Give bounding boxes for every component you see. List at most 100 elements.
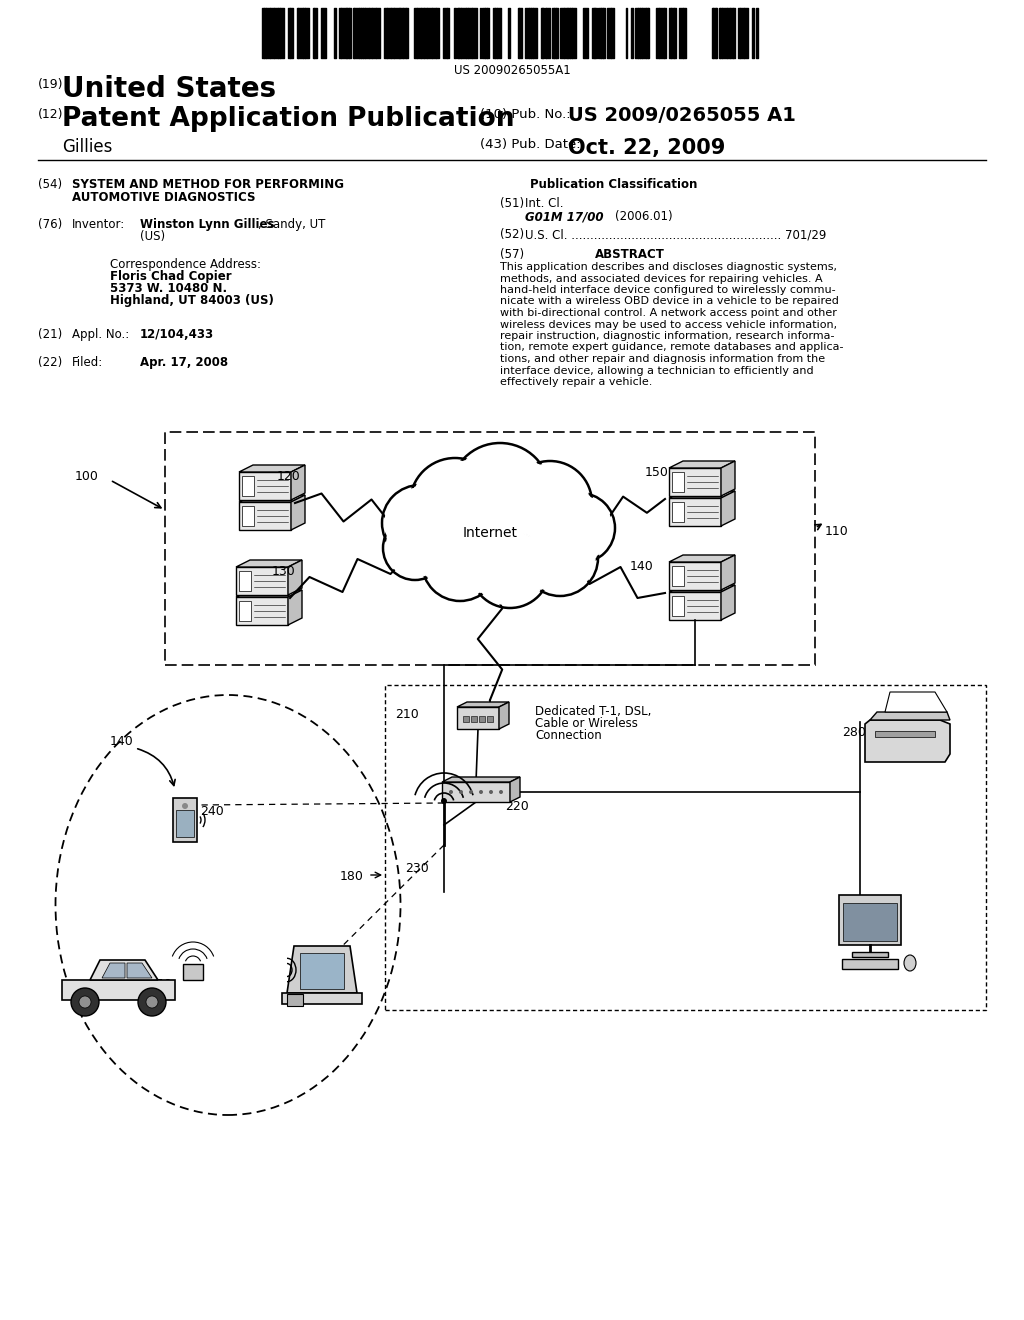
Bar [242,477,254,496]
Text: US 20090265055A1: US 20090265055A1 [454,63,570,77]
Circle shape [138,987,166,1016]
Polygon shape [236,590,302,597]
Text: (21): (21) [38,327,62,341]
Bar [173,799,197,842]
Polygon shape [669,498,721,525]
Bar [839,895,901,945]
Polygon shape [669,562,721,590]
Polygon shape [236,597,288,624]
Polygon shape [127,964,152,978]
Circle shape [410,458,500,548]
Polygon shape [721,554,735,590]
Circle shape [382,484,458,561]
Text: Internet: Internet [463,525,517,540]
Text: tion, remote expert guidance, remote databases and applica-: tion, remote expert guidance, remote dat… [500,342,844,352]
Bar [176,810,194,837]
Bar [852,952,888,957]
Circle shape [459,789,463,795]
Circle shape [508,461,592,545]
Polygon shape [865,719,950,762]
Text: Int. Cl.: Int. Cl. [525,197,563,210]
Bar [672,502,684,521]
Text: United States: United States [62,75,276,103]
Text: (10) Pub. No.:: (10) Pub. No.: [480,108,570,121]
Text: 130: 130 [272,565,296,578]
Text: This application describes and discloses diagnostic systems,: This application describes and discloses… [500,261,837,272]
Text: 210: 210 [395,708,419,721]
Text: ABSTRACT: ABSTRACT [595,248,665,261]
Polygon shape [669,591,721,620]
Text: 230: 230 [406,862,429,875]
Circle shape [386,519,444,577]
Circle shape [525,523,595,593]
Bar [843,903,897,941]
Text: Patent Application Publication: Patent Application Publication [62,106,514,132]
Polygon shape [721,585,735,620]
Text: Cable or Wireless: Cable or Wireless [535,717,638,730]
Text: nicate with a wireless OBD device in a vehicle to be repaired: nicate with a wireless OBD device in a v… [500,297,839,306]
Text: with bi-directional control. A network access point and other: with bi-directional control. A network a… [500,308,837,318]
Text: 240: 240 [200,805,224,818]
Circle shape [449,789,453,795]
Polygon shape [239,465,305,473]
Circle shape [450,444,550,543]
Circle shape [413,461,497,545]
Bar [183,964,203,979]
Text: , Sandy, UT: , Sandy, UT [258,218,326,231]
Bar [842,960,898,969]
Circle shape [425,528,495,598]
Text: Dedicated T-1, DSL,: Dedicated T-1, DSL, [535,705,651,718]
Bar [239,572,251,591]
Text: Highland, UT 84003 (US): Highland, UT 84003 (US) [110,294,273,308]
Circle shape [441,799,447,804]
Circle shape [146,997,158,1008]
Circle shape [548,496,612,560]
Bar [471,715,477,722]
Text: (51): (51) [500,197,524,210]
Text: 5373 W. 10480 N.: 5373 W. 10480 N. [110,282,227,294]
Circle shape [385,488,455,558]
Polygon shape [239,473,291,500]
Text: 270: 270 [860,906,884,919]
Text: Inventor:: Inventor: [72,218,125,231]
Ellipse shape [904,954,916,972]
Polygon shape [669,491,735,498]
Text: (22): (22) [38,356,62,370]
Text: Apr. 17, 2008: Apr. 17, 2008 [140,356,228,370]
Polygon shape [721,491,735,525]
Text: 100: 100 [75,470,99,483]
Polygon shape [885,692,947,711]
Polygon shape [291,495,305,531]
Polygon shape [287,946,357,993]
Text: US 2009/0265055 A1: US 2009/0265055 A1 [568,106,796,125]
Polygon shape [870,711,950,719]
Text: Appl. No.:: Appl. No.: [72,327,129,341]
Text: 140: 140 [110,735,134,748]
Text: 120: 120 [278,470,301,483]
Polygon shape [669,469,721,496]
Text: (57): (57) [500,248,524,261]
Polygon shape [291,465,305,500]
Polygon shape [442,777,520,781]
Bar [300,953,344,989]
Polygon shape [721,461,735,496]
Circle shape [499,789,503,795]
Text: Publication Classification: Publication Classification [530,178,697,191]
Text: effectively repair a vehicle.: effectively repair a vehicle. [500,378,652,387]
Text: Oct. 22, 2009: Oct. 22, 2009 [568,139,725,158]
Bar [672,566,684,586]
Polygon shape [442,781,510,803]
Circle shape [453,446,547,540]
Polygon shape [499,702,509,729]
Bar [165,432,815,665]
Polygon shape [90,960,158,979]
Bar [239,601,251,620]
Text: repair instruction, diagnostic information, research informa-: repair instruction, diagnostic informati… [500,331,835,341]
Circle shape [522,520,598,597]
Text: (19): (19) [38,78,63,91]
Text: Correspondence Address:: Correspondence Address: [110,257,261,271]
Circle shape [473,531,547,605]
Circle shape [545,492,615,564]
Text: (54): (54) [38,178,62,191]
Bar [463,715,469,722]
